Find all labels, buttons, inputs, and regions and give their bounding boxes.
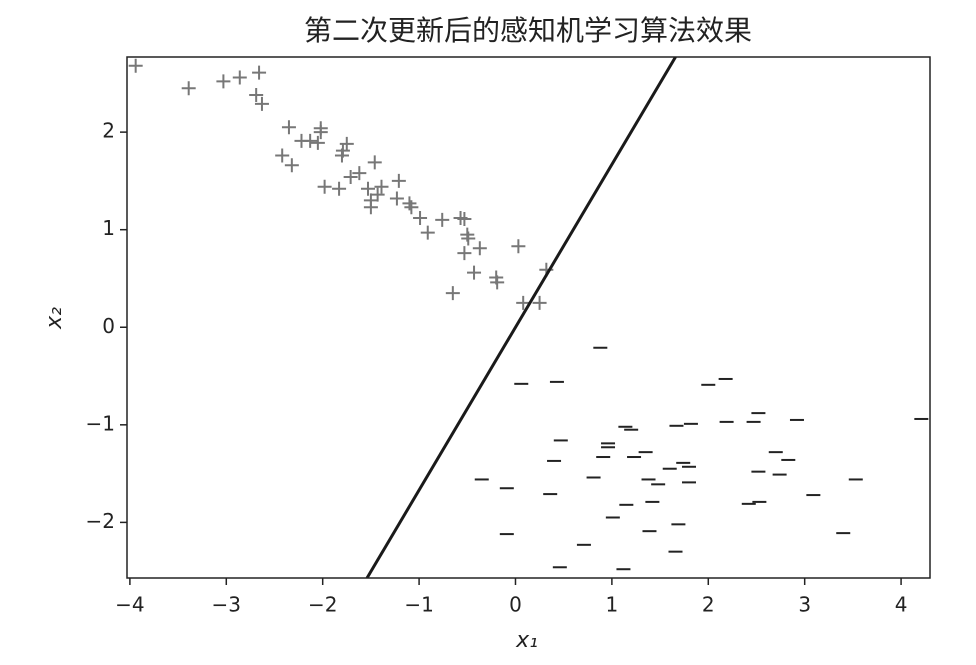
plus-point: [461, 231, 476, 246]
x-tick-label: 3: [798, 593, 811, 617]
plus-point: [413, 210, 428, 225]
plus-point: [370, 187, 385, 202]
plus-point: [472, 241, 487, 256]
plus-point: [352, 166, 367, 181]
x-tick-label: 1: [606, 593, 619, 617]
plot-frame: [126, 56, 931, 579]
plus-point: [391, 173, 406, 188]
y-axis-label: x₂: [42, 307, 67, 330]
plus-point: [284, 158, 299, 173]
plus-point: [360, 181, 375, 196]
plus-point: [457, 246, 472, 261]
plus-point: [367, 155, 382, 170]
y-tick-label: 2: [102, 119, 115, 143]
plus-point: [303, 133, 318, 148]
plus-point: [181, 81, 196, 96]
x-tick-label: −4: [115, 593, 144, 617]
y-tick-label: 1: [102, 216, 115, 240]
y-tick-label: −1: [86, 411, 115, 435]
plus-point: [332, 181, 347, 196]
plus-point: [232, 70, 247, 85]
plus-point: [511, 239, 526, 254]
plus-point: [216, 74, 231, 89]
x-tick-label: 2: [702, 593, 715, 617]
plus-point: [435, 212, 450, 227]
plus-point: [445, 286, 460, 301]
y-tick-label: −2: [86, 509, 115, 533]
fit-line: [365, 57, 677, 578]
plus-point: [249, 88, 264, 103]
plus-point: [343, 170, 358, 185]
plus-point: [252, 65, 267, 80]
plus-point: [389, 191, 404, 206]
plus-point: [313, 125, 328, 140]
plus-point: [467, 265, 482, 280]
plus-point: [532, 295, 547, 310]
y-tick-label: 0: [102, 314, 115, 338]
plus-point: [490, 275, 505, 290]
x-axis-label: x₁: [515, 628, 538, 653]
plus-point: [420, 225, 435, 240]
plus-point: [128, 58, 143, 73]
plus-point: [317, 179, 332, 194]
plus-point: [334, 148, 349, 163]
x-tick-label: −1: [404, 593, 433, 617]
x-tick-label: 4: [895, 593, 908, 617]
plus-point: [404, 200, 419, 215]
plus-point: [374, 179, 389, 194]
x-tick-label: −2: [308, 593, 337, 617]
plus-point: [310, 135, 325, 150]
plus-point: [275, 148, 290, 163]
x-tick-label: −3: [212, 593, 241, 617]
plus-point: [516, 295, 531, 310]
chart-title: 第二次更新后的感知机学习算法效果: [304, 14, 752, 47]
plus-point: [457, 211, 472, 226]
plus-point: [281, 120, 296, 135]
plus-point: [254, 96, 269, 111]
x-tick-label: 0: [509, 593, 522, 617]
plus-point: [363, 200, 378, 215]
